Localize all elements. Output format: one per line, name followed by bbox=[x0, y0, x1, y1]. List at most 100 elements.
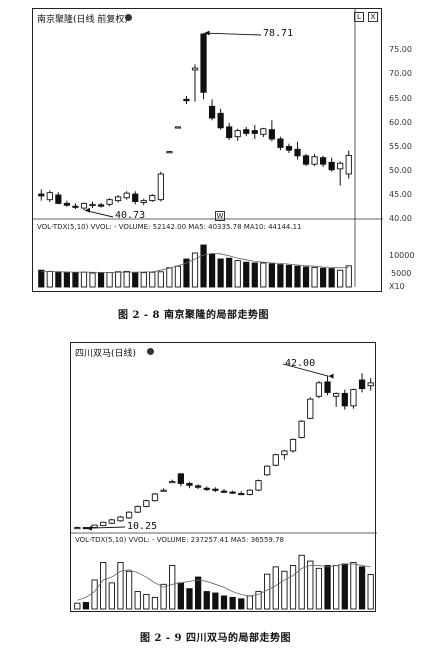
candle-body bbox=[264, 465, 271, 476]
candle-body bbox=[97, 204, 105, 207]
chart-panel-sichuan-shuangma: 四川双马(日线) 42.00 10.25 VOL-TDX(5,10) VVOL:… bbox=[70, 342, 377, 612]
candle-body bbox=[272, 454, 279, 466]
candle-body bbox=[143, 500, 150, 507]
candle-body bbox=[200, 33, 207, 93]
candle-body bbox=[151, 493, 159, 502]
callout-leader-line bbox=[204, 32, 262, 36]
candle-body bbox=[345, 154, 352, 175]
candle-body bbox=[169, 481, 176, 484]
volume-bar bbox=[166, 267, 173, 288]
candle-body bbox=[63, 202, 70, 206]
candle-body bbox=[203, 487, 210, 490]
candle-body bbox=[217, 112, 224, 129]
volume-bar bbox=[285, 264, 293, 288]
candle-body bbox=[174, 126, 182, 129]
volume-bar bbox=[177, 582, 184, 610]
candle-body bbox=[246, 489, 254, 495]
callout-low-1: 40.73 bbox=[115, 210, 146, 221]
volume-bar bbox=[212, 592, 219, 610]
candle-body bbox=[333, 392, 340, 397]
candle-body bbox=[337, 162, 344, 170]
volume-bar bbox=[358, 566, 366, 610]
volume-bar bbox=[157, 271, 164, 288]
volume-bar bbox=[268, 263, 275, 288]
volume-bar bbox=[203, 591, 210, 610]
settings-dot-icon[interactable] bbox=[125, 14, 132, 21]
candle-body bbox=[238, 493, 245, 496]
candle-body bbox=[324, 381, 331, 393]
volume-indicator-line-1: VOL-TDX(5,10) VVOL: - VOLUME: 52142.00 M… bbox=[37, 223, 302, 231]
volume-bar bbox=[341, 563, 348, 610]
volume-bar bbox=[238, 598, 245, 610]
panel-close-button[interactable]: X bbox=[368, 12, 378, 22]
volume-bar bbox=[289, 564, 297, 610]
callout-arrow-icon bbox=[84, 207, 90, 213]
candle-body bbox=[140, 200, 147, 203]
callout-leader-line bbox=[86, 526, 126, 529]
candle-body bbox=[191, 67, 199, 71]
price-tick-45: 45.00 bbox=[389, 190, 412, 199]
volume-bar bbox=[251, 262, 258, 288]
volume-indicator-line-2: VOL-TDX(5,10) VVOL: - VOLUME: 237257.41 … bbox=[75, 536, 285, 544]
candle-body bbox=[243, 129, 250, 134]
price-tick-65: 65.00 bbox=[389, 94, 412, 103]
candle-body bbox=[74, 527, 81, 530]
vol-tick-10000: 10000 bbox=[389, 251, 415, 260]
volume-bar bbox=[277, 264, 284, 288]
candle-body bbox=[302, 155, 310, 165]
candle-body bbox=[149, 195, 156, 202]
volume-bar bbox=[63, 272, 70, 288]
volume-bar bbox=[151, 596, 159, 610]
volume-bar bbox=[140, 272, 147, 288]
volume-ma-line bbox=[41, 252, 349, 273]
candle-body bbox=[367, 382, 374, 387]
chart-title-1: 南京聚隆(日线 前复权) bbox=[37, 15, 128, 25]
candle-body bbox=[123, 192, 130, 199]
volume-bar bbox=[123, 270, 130, 288]
volume-bar bbox=[89, 272, 96, 288]
callout-high-2: 42.00 bbox=[285, 358, 316, 369]
candle-body bbox=[315, 382, 323, 397]
candle-body bbox=[194, 485, 202, 488]
candle-body bbox=[132, 193, 139, 202]
volume-bar bbox=[117, 562, 124, 610]
volume-bar bbox=[160, 583, 167, 610]
candle-body bbox=[186, 482, 193, 486]
event-marker-icon[interactable]: W bbox=[215, 211, 225, 221]
volume-bar bbox=[169, 564, 176, 610]
candle-body bbox=[220, 490, 228, 493]
volume-bar bbox=[106, 272, 113, 288]
figure-caption-2-9: 图 2 - 9 四川双马的局部走势图 bbox=[140, 633, 291, 644]
candle-body bbox=[72, 205, 79, 208]
candle-body bbox=[212, 488, 219, 491]
volume-bar bbox=[82, 602, 90, 610]
volume-bar bbox=[281, 570, 288, 610]
volume-bar bbox=[97, 272, 105, 288]
settings-dot-icon[interactable] bbox=[147, 348, 154, 355]
candle-body bbox=[234, 130, 241, 138]
panel-toggle-button[interactable]: L bbox=[354, 12, 364, 22]
volume-bar bbox=[367, 574, 374, 610]
volume-bar bbox=[311, 266, 318, 288]
volume-bar bbox=[72, 272, 79, 288]
volume-bar bbox=[108, 582, 115, 610]
volume-bar bbox=[80, 271, 88, 288]
volume-bar bbox=[91, 579, 98, 610]
price-tick-70: 70.00 bbox=[389, 69, 412, 78]
candle-body bbox=[89, 203, 96, 206]
price-tick-75: 75.00 bbox=[389, 45, 412, 54]
callout-arrow-icon bbox=[86, 525, 92, 531]
candle-body bbox=[46, 192, 53, 201]
volume-bar bbox=[307, 560, 314, 610]
volume-bar bbox=[229, 596, 236, 610]
volume-bar bbox=[272, 566, 279, 610]
volume-bar bbox=[149, 271, 156, 288]
volume-bar bbox=[134, 591, 141, 610]
price-tick-40: 40.00 bbox=[389, 214, 412, 223]
volume-bar bbox=[264, 573, 271, 610]
candle-body bbox=[277, 138, 284, 148]
candle-body bbox=[320, 157, 327, 165]
candle-body bbox=[208, 105, 216, 119]
volume-bar bbox=[345, 265, 352, 288]
candle-body bbox=[307, 398, 314, 419]
